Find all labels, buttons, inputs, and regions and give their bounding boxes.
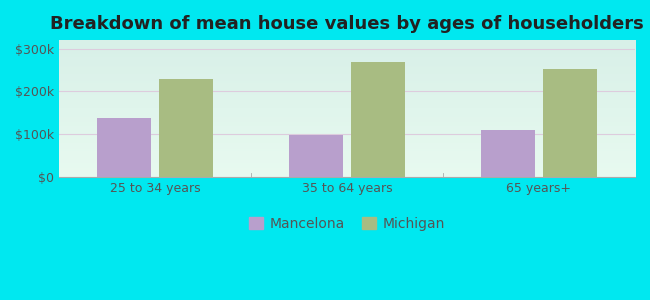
Bar: [482, 130, 535, 177]
Bar: [543, 69, 597, 177]
Bar: [289, 135, 343, 177]
Bar: [159, 80, 213, 177]
Bar: [351, 62, 404, 177]
Bar: [98, 118, 151, 177]
Legend: Mancelona, Michigan: Mancelona, Michigan: [244, 211, 450, 236]
Title: Breakdown of mean house values by ages of householders: Breakdown of mean house values by ages o…: [50, 15, 644, 33]
